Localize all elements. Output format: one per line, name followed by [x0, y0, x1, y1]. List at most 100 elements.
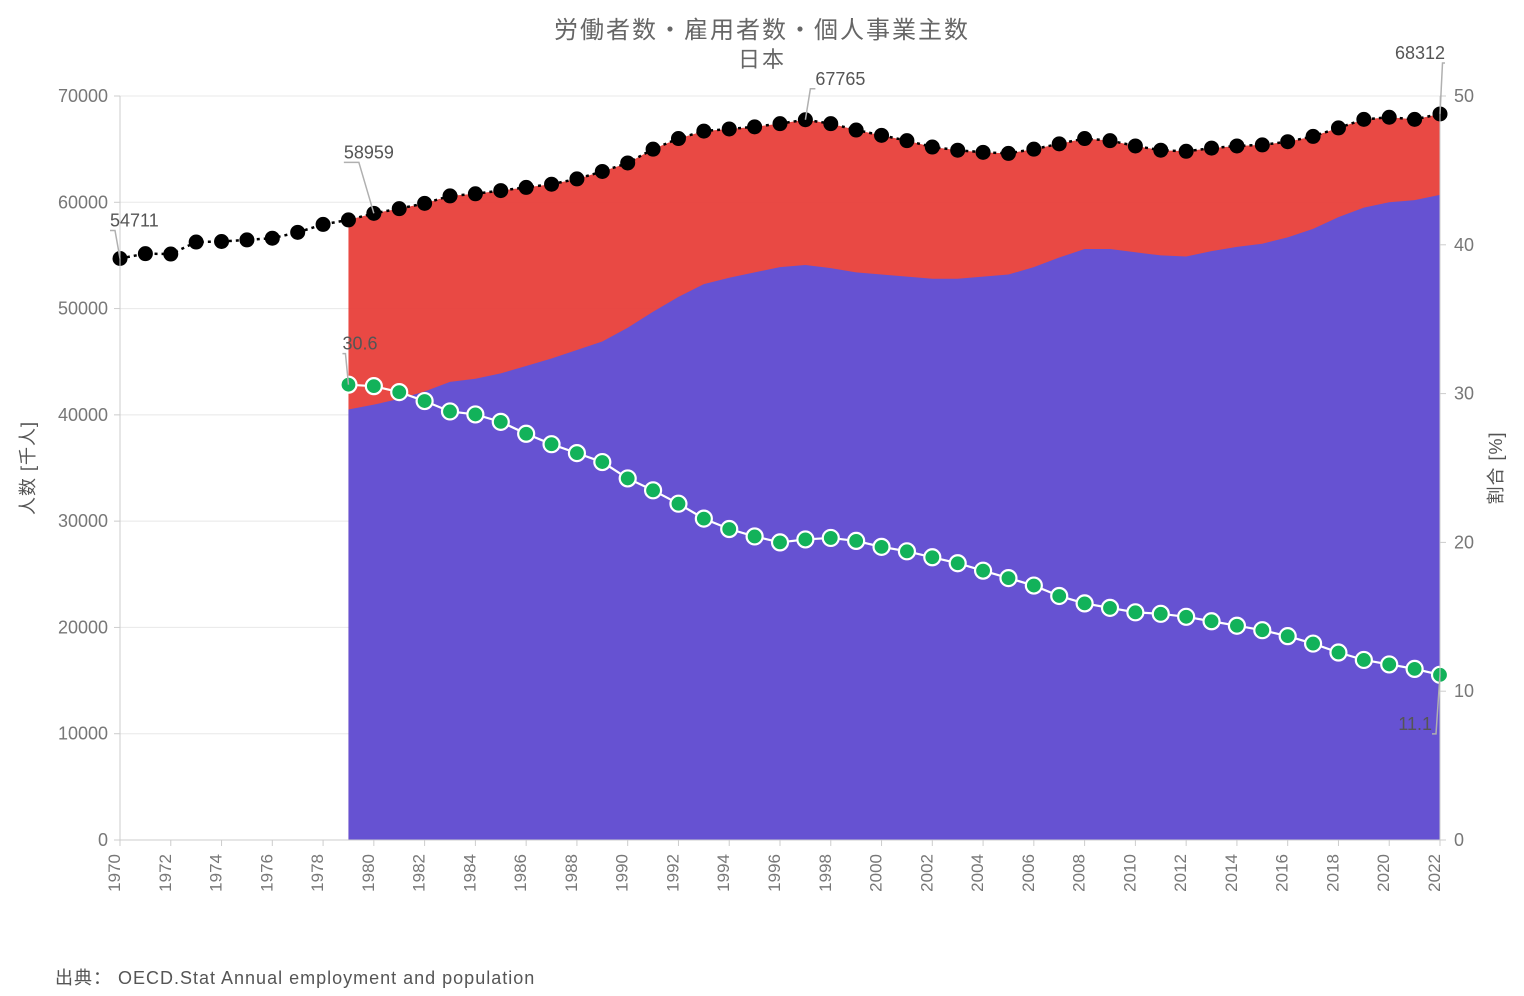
x-tick-label: 1976 — [257, 854, 276, 892]
marker-total-workers — [1382, 110, 1396, 124]
annotation-leader — [344, 162, 374, 213]
x-tick-label: 1998 — [816, 854, 835, 892]
marker-total-workers — [1027, 142, 1041, 156]
marker-green-ratio — [899, 543, 915, 559]
annotation-label: 30.6 — [342, 334, 377, 354]
marker-green-ratio — [366, 378, 382, 394]
y1-tick-label: 30000 — [58, 511, 108, 531]
marker-green-ratio — [493, 414, 509, 430]
y1-tick-label: 20000 — [58, 617, 108, 637]
marker-green-ratio — [1254, 622, 1270, 638]
marker-total-workers — [1128, 139, 1142, 153]
marker-green-ratio — [518, 426, 534, 442]
x-tick-label: 2012 — [1171, 854, 1190, 892]
annotation-leader — [1440, 63, 1445, 114]
marker-green-ratio — [417, 393, 433, 409]
x-tick-label: 2010 — [1120, 854, 1139, 892]
x-tick-label: 2004 — [968, 854, 987, 892]
marker-green-ratio — [772, 534, 788, 550]
marker-green-ratio — [1051, 588, 1067, 604]
marker-total-workers — [341, 213, 355, 227]
marker-total-workers — [1205, 141, 1219, 155]
x-tick-label: 1984 — [460, 854, 479, 892]
x-tick-label: 1972 — [156, 854, 175, 892]
annotation-label: 54711 — [110, 211, 159, 231]
marker-total-workers — [494, 184, 508, 198]
marker-total-workers — [443, 189, 457, 203]
marker-total-workers — [773, 117, 787, 131]
marker-total-workers — [722, 122, 736, 136]
y2-tick-label: 30 — [1454, 384, 1474, 404]
marker-total-workers — [951, 143, 965, 157]
chart-container: 労働者数・雇用者数・個人事業主数 日本 01000020000300004000… — [0, 0, 1524, 996]
marker-total-workers — [545, 177, 559, 191]
marker-green-ratio — [670, 496, 686, 512]
marker-green-ratio — [569, 445, 585, 461]
marker-total-workers — [875, 128, 889, 142]
marker-green-ratio — [848, 533, 864, 549]
marker-total-workers — [519, 180, 533, 194]
marker-green-ratio — [467, 406, 483, 422]
marker-green-ratio — [391, 384, 407, 400]
marker-green-ratio — [1407, 661, 1423, 677]
annotation-label: 58959 — [344, 142, 394, 162]
y2-axis-title: 割合 [%] — [1486, 431, 1506, 504]
x-tick-label: 1994 — [714, 854, 733, 892]
marker-total-workers — [1255, 138, 1269, 152]
marker-total-workers — [1281, 135, 1295, 149]
marker-green-ratio — [1178, 609, 1194, 625]
x-tick-label: 2016 — [1273, 854, 1292, 892]
annotation-label: 67765 — [815, 69, 865, 89]
marker-total-workers — [697, 124, 711, 138]
marker-green-ratio — [797, 531, 813, 547]
annotation-label: 11.1 — [1398, 714, 1432, 734]
y1-tick-label: 60000 — [58, 192, 108, 212]
y1-tick-label: 50000 — [58, 299, 108, 319]
marker-green-ratio — [1356, 652, 1372, 668]
x-tick-label: 1986 — [511, 854, 530, 892]
marker-total-workers — [468, 187, 482, 201]
marker-total-workers — [595, 164, 609, 178]
x-tick-label: 2018 — [1323, 854, 1342, 892]
marker-green-ratio — [620, 470, 636, 486]
marker-green-ratio — [1153, 606, 1169, 622]
y2-tick-label: 50 — [1454, 86, 1474, 106]
marker-green-ratio — [696, 511, 712, 527]
chart-svg: 0100002000030000400005000060000700000102… — [0, 0, 1524, 996]
x-tick-label: 1996 — [765, 854, 784, 892]
marker-total-workers — [1306, 129, 1320, 143]
marker-total-workers — [418, 196, 432, 210]
marker-total-workers — [164, 247, 178, 261]
marker-total-workers — [671, 132, 685, 146]
marker-total-workers — [316, 217, 330, 231]
x-tick-label: 2008 — [1070, 854, 1089, 892]
marker-total-workers — [849, 123, 863, 137]
marker-green-ratio — [1077, 595, 1093, 611]
y2-tick-label: 40 — [1454, 235, 1474, 255]
x-tick-label: 2000 — [867, 854, 886, 892]
marker-green-ratio — [1102, 600, 1118, 616]
marker-total-workers — [1052, 137, 1066, 151]
x-tick-label: 1980 — [359, 854, 378, 892]
x-tick-label: 2022 — [1425, 854, 1444, 892]
marker-total-workers — [824, 117, 838, 131]
x-tick-label: 1992 — [663, 854, 682, 892]
marker-total-workers — [265, 231, 279, 245]
marker-green-ratio — [1280, 628, 1296, 644]
marker-green-ratio — [975, 563, 991, 579]
x-tick-label: 1978 — [308, 854, 327, 892]
marker-green-ratio — [1229, 618, 1245, 634]
y2-tick-label: 10 — [1454, 681, 1474, 701]
marker-green-ratio — [950, 555, 966, 571]
marker-green-ratio — [721, 521, 737, 537]
marker-green-ratio — [747, 528, 763, 544]
marker-green-ratio — [1381, 656, 1397, 672]
marker-total-workers — [621, 156, 635, 170]
marker-total-workers — [1078, 132, 1092, 146]
x-tick-label: 2002 — [917, 854, 936, 892]
y1-tick-label: 40000 — [58, 405, 108, 425]
marker-green-ratio — [874, 539, 890, 555]
marker-total-workers — [570, 172, 584, 186]
marker-total-workers — [240, 233, 254, 247]
marker-green-ratio — [1127, 604, 1143, 620]
